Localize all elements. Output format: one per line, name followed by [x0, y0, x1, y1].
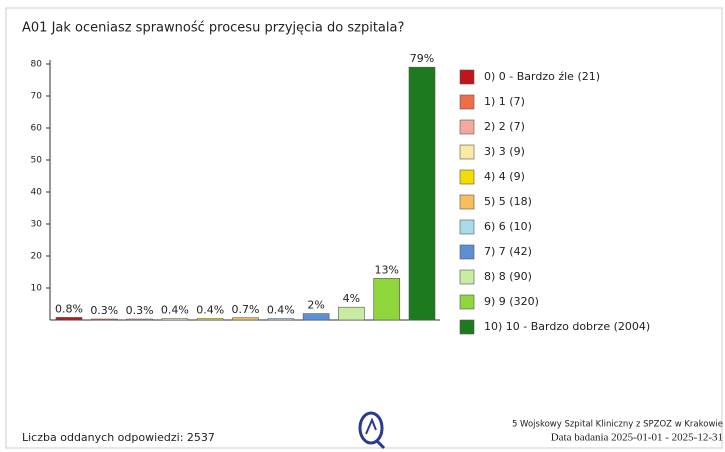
value-label: 13% [374, 263, 398, 276]
y-tick-label: 50 [31, 156, 43, 166]
y-tick-label: 80 [31, 60, 43, 70]
chart-title: A01 Jak oceniasz sprawność procesu przyj… [22, 21, 404, 36]
legend-swatch [459, 194, 475, 210]
bar [267, 318, 295, 321]
bar [91, 318, 118, 321]
legend-swatch [459, 294, 475, 310]
institution: 5 Wojskowy Szpital Kliniczny z SPZOZ w K… [512, 420, 723, 430]
legend-label: 4) 4 (9) [484, 170, 525, 183]
legend-swatch [459, 144, 475, 160]
bar [232, 317, 259, 321]
y-tick-label: 40 [31, 188, 43, 198]
value-label: 79% [410, 52, 434, 65]
bar [196, 318, 224, 321]
bar [55, 317, 83, 321]
legend-label: 2) 2 (7) [484, 120, 525, 133]
bar [126, 318, 153, 321]
legend-swatch [459, 219, 475, 235]
logo [358, 411, 386, 450]
survey-period: Data badania 2025-01-01 - 2025-12-31 [551, 432, 723, 444]
bar [302, 313, 330, 321]
value-label: 0.4% [161, 304, 189, 317]
y-tick-label: 10 [31, 284, 43, 294]
value-label: 0.4% [267, 304, 295, 317]
legend-label: 6) 6 (10) [484, 220, 532, 233]
legend-swatch [459, 94, 475, 110]
legend-label: 1) 1 (7) [484, 95, 525, 108]
bar [338, 306, 365, 321]
responses-count: Liczba oddanych odpowiedzi: 2537 [22, 431, 215, 444]
legend-swatch [459, 244, 475, 260]
value-label: 0.4% [196, 304, 224, 317]
legend-label: 0) 0 - Bardzo źle (21) [484, 70, 600, 83]
bar [408, 66, 436, 321]
legend-label: 3) 3 (9) [484, 145, 525, 158]
legend-label: 5) 5 (18) [484, 195, 532, 208]
legend-label: 9) 9 (320) [484, 295, 539, 308]
legend-swatch [459, 269, 475, 285]
legend-swatch [459, 119, 475, 135]
value-label: 0.7% [232, 303, 260, 316]
value-label: 0.3% [90, 304, 118, 317]
value-label: 0.3% [126, 304, 154, 317]
legend-swatch [459, 319, 475, 335]
value-label: 0.8% [55, 302, 83, 315]
value-label: 4% [343, 292, 360, 305]
bar [161, 318, 189, 321]
y-tick-label: 60 [31, 124, 43, 134]
legend-label: 7) 7 (42) [484, 245, 532, 258]
bar [373, 278, 401, 321]
legend-label: 10) 10 - Bardzo dobrze (2004) [484, 320, 650, 333]
legend-swatch [459, 69, 475, 85]
y-tick-label: 30 [31, 220, 43, 230]
y-tick-label: 20 [31, 252, 43, 262]
legend-label: 8) 8 (90) [484, 270, 532, 283]
y-tick-label: 70 [31, 92, 43, 102]
value-label: 2% [307, 299, 324, 312]
panel-border [5, 7, 723, 449]
legend-swatch [459, 169, 475, 185]
